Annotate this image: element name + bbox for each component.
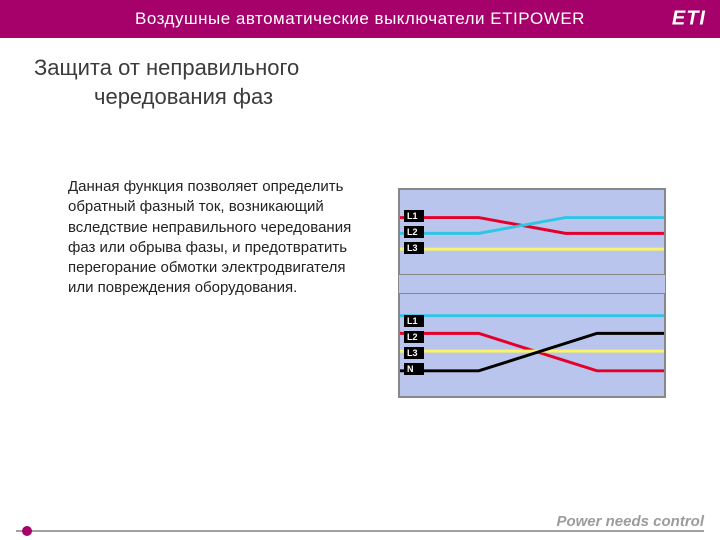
page-title-line1: Защита от неправильного [34,55,299,80]
label-l3-bottom: L3 [404,347,424,359]
diagram-top-labels: L1 L2 L3 [404,190,424,274]
footer-line [16,530,704,532]
diagram-section-bottom: L1 L2 L3 N [399,293,665,397]
diagram-gap [399,275,665,293]
footer-tagline: Power needs control [556,513,704,530]
diagram-top-lines [400,190,664,275]
eti-logo: ETI [672,8,706,31]
header-bar: Воздушные автоматические выключатели ETI… [0,0,720,38]
page-title: Защита от неправильного чередования фаз [34,54,354,111]
line-l2-top [400,218,664,234]
slide: Воздушные автоматические выключатели ETI… [0,0,720,540]
header-title: Воздушные автоматические выключатели ETI… [135,9,585,29]
diagram-bottom-lines [400,294,664,396]
diagram-bottom-labels: L1 L2 L3 N [404,294,424,396]
label-l2-bottom: L2 [404,331,424,343]
footer: Power needs control [0,508,720,532]
label-l1-bottom: L1 [404,315,424,327]
label-l2-top: L2 [404,226,424,238]
label-n-bottom: N [404,363,424,375]
body-paragraph: Данная функция позволяет определить обра… [68,177,358,299]
diagram-section-top: L1 L2 L3 [399,189,665,275]
page-title-line2: чередования фаз [34,83,354,112]
footer-bullet-icon [22,526,32,536]
phase-diagram: L1 L2 L3 L1 L2 L3 N [398,188,666,398]
label-l3-top: L3 [404,242,424,254]
line-l1-top [400,218,664,234]
label-l1-top: L1 [404,210,424,222]
